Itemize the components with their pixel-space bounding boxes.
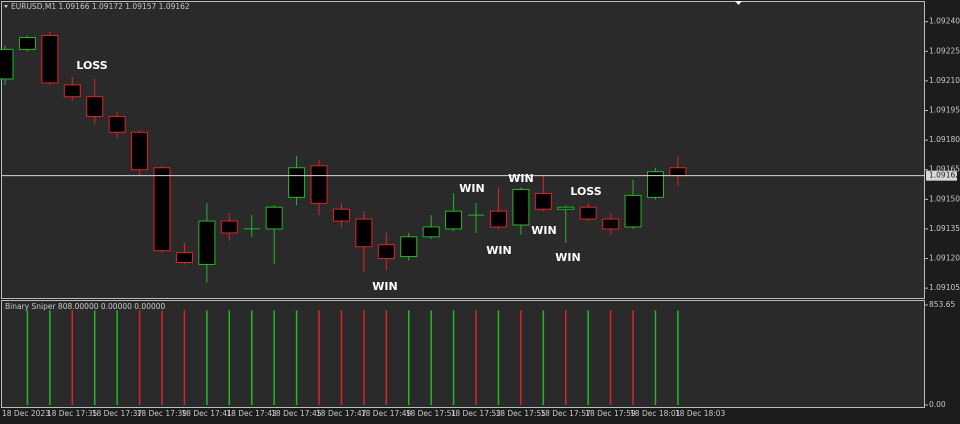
y-tick-label: 853.65 bbox=[929, 300, 955, 309]
candle-body bbox=[41, 35, 59, 84]
shift-marker bbox=[735, 1, 742, 5]
candle-body bbox=[175, 252, 193, 263]
candle-body bbox=[534, 192, 552, 210]
x-tick-label: 18 Dec 17:39 bbox=[137, 409, 188, 418]
candle-body bbox=[489, 210, 507, 228]
x-tick-label: 18 Dec 17:49 bbox=[361, 409, 412, 418]
signal-label: WIN bbox=[531, 224, 556, 237]
candle-body bbox=[579, 206, 597, 220]
x-tick-label: 18 Dec 17:43 bbox=[226, 409, 277, 418]
current-price-box bbox=[926, 170, 957, 181]
candle-body bbox=[624, 194, 642, 228]
candle-body bbox=[153, 167, 171, 252]
y-tick-label: 1.09135 bbox=[929, 224, 960, 233]
x-tick-label: 18 Dec 17:57 bbox=[540, 409, 591, 418]
signal-label: WIN bbox=[486, 244, 511, 257]
x-tick-label: 18 Dec 17:55 bbox=[495, 409, 546, 418]
candle-body bbox=[310, 165, 328, 204]
signal-label: WIN bbox=[508, 172, 533, 185]
candle-body bbox=[63, 84, 81, 98]
x-tick-label: 18 Dec 17:59 bbox=[585, 409, 636, 418]
x-tick-label: 18 Dec 17:41 bbox=[181, 409, 232, 418]
y-tick-label: 1.09165 bbox=[929, 165, 960, 174]
x-tick-label: 18 Dec 18:01 bbox=[630, 409, 681, 418]
candle-body bbox=[332, 208, 350, 222]
signal-label: WIN bbox=[372, 280, 397, 293]
x-tick-label: 18 Dec 17:47 bbox=[316, 409, 367, 418]
signal-label: WIN bbox=[555, 251, 580, 264]
indicator-panel bbox=[1, 300, 925, 408]
y-tick-label: 1.09195 bbox=[929, 106, 960, 115]
candle-body bbox=[198, 220, 216, 265]
main-title: EURUSD,M1 1.09166 1.09172 1.09157 1.0916… bbox=[11, 2, 190, 11]
y-tick-label: 1.09105 bbox=[929, 283, 960, 292]
y-tick-label: 1.09225 bbox=[929, 46, 960, 55]
y-tick-label: 1.09120 bbox=[929, 254, 960, 263]
x-tick-label: 18 Dec 2023 bbox=[2, 409, 50, 418]
menu-marker bbox=[4, 5, 8, 8]
candle-body bbox=[422, 226, 440, 238]
x-tick-label: 18 Dec 17:37 bbox=[92, 409, 143, 418]
x-tick-label: 18 Dec 17:51 bbox=[406, 409, 457, 418]
candle-body bbox=[445, 210, 463, 230]
current-price-label: 1.09162 bbox=[929, 171, 960, 180]
candle-body bbox=[288, 167, 306, 198]
candle-body bbox=[86, 96, 104, 117]
signal-label: WIN bbox=[459, 182, 484, 195]
x-tick-label: 18 Dec 17:35 bbox=[47, 409, 98, 418]
candle-body bbox=[602, 218, 620, 230]
candle-body bbox=[131, 131, 149, 171]
y-tick-label: 1.09150 bbox=[929, 194, 960, 203]
x-tick-label: 18 Dec 18:03 bbox=[675, 409, 726, 418]
y-tick-label: 1.09210 bbox=[929, 76, 960, 85]
candle-body bbox=[265, 206, 283, 230]
candle-body bbox=[400, 236, 418, 258]
candle-body bbox=[0, 48, 14, 80]
candle-body bbox=[646, 171, 664, 198]
candle-body bbox=[377, 244, 395, 260]
candle-body bbox=[557, 206, 575, 210]
x-tick-label: 18 Dec 17:45 bbox=[271, 409, 322, 418]
signal-label: LOSS bbox=[570, 185, 601, 198]
y-tick-label: 0.00 bbox=[929, 400, 946, 409]
candle-body bbox=[669, 167, 687, 177]
candle-body bbox=[18, 37, 36, 50]
y-tick-label: 1.09180 bbox=[929, 135, 960, 144]
indicator-title: Binary Sniper 808.00000 0.00000 0.00000 bbox=[5, 302, 166, 311]
x-tick-label: 18 Dec 17:53 bbox=[451, 409, 502, 418]
signal-label: LOSS bbox=[76, 59, 107, 72]
candle-body bbox=[355, 218, 373, 248]
candle-body bbox=[512, 188, 530, 226]
y-tick-label: 1.09240 bbox=[929, 17, 960, 26]
candle-body bbox=[108, 115, 126, 133]
candle-body bbox=[220, 220, 238, 234]
